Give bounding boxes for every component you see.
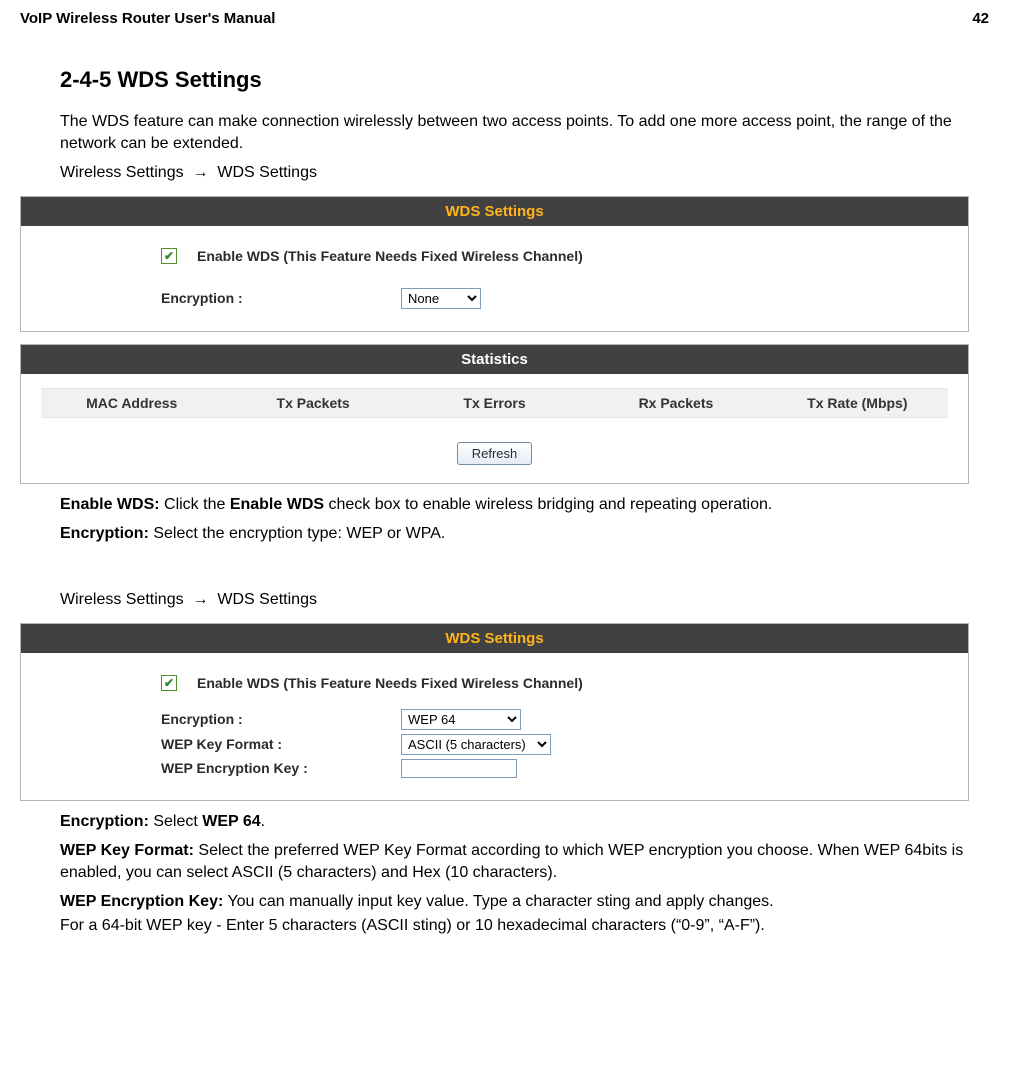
- col-tx-rate: Tx Rate (Mbps): [767, 388, 948, 418]
- statistics-title: Statistics: [21, 345, 968, 374]
- enable-wds-label: Enable WDS (This Feature Needs Fixed Wir…: [197, 248, 583, 264]
- refresh-button[interactable]: Refresh: [457, 442, 533, 465]
- breadcrumb2-suffix: WDS Settings: [217, 591, 317, 608]
- enable-wds-desc-t1: Click the: [160, 496, 230, 513]
- wds-settings-panel: WDS Settings ✔ Enable WDS (This Feature …: [20, 196, 969, 332]
- encryption-desc-2: Encryption: Select WEP 64.: [60, 811, 969, 833]
- enable-wds-desc: Enable WDS: Click the Enable WDS check b…: [60, 494, 969, 516]
- enc2-t1: Select: [149, 813, 202, 830]
- breadcrumb-suffix: WDS Settings: [217, 164, 317, 181]
- format-text: Select the preferred WEP Key Format acco…: [60, 842, 963, 881]
- wds-settings-title-2: WDS Settings: [21, 624, 968, 653]
- wds-settings-panel-2: WDS Settings ✔ Enable WDS (This Feature …: [20, 623, 969, 801]
- format-label: WEP Key Format:: [60, 842, 194, 859]
- key-text: You can manually input key value. Type a…: [223, 893, 773, 910]
- section-intro: The WDS feature can make connection wire…: [60, 111, 969, 154]
- wep-key-desc: WEP Encryption Key: You can manually inp…: [60, 891, 969, 913]
- encryption-desc: Encryption: Select the encryption type: …: [60, 523, 969, 545]
- manual-title: VoIP Wireless Router User's Manual: [20, 10, 275, 27]
- page-number: 42: [972, 10, 989, 27]
- wep-format-desc: WEP Key Format: Select the preferred WEP…: [60, 840, 969, 883]
- enc2-t2: .: [261, 813, 265, 830]
- wep-key-input[interactable]: [401, 759, 517, 778]
- enable-wds-label-2: Enable WDS (This Feature Needs Fixed Wir…: [197, 675, 583, 691]
- encryption-desc-label: Encryption:: [60, 525, 149, 542]
- col-tx-errors: Tx Errors: [404, 388, 585, 418]
- enable-wds-checkbox-2[interactable]: ✔: [161, 675, 177, 691]
- wep-key-last: For a 64-bit WEP key - Enter 5 character…: [60, 915, 969, 937]
- encryption-select-2[interactable]: WEP 64: [401, 709, 521, 730]
- breadcrumb2-arrow: →: [192, 591, 208, 608]
- encryption-label-2: Encryption :: [161, 711, 401, 727]
- enc2-bold: WEP 64: [202, 813, 260, 830]
- wds-settings-title: WDS Settings: [21, 197, 968, 226]
- enable-wds-checkbox[interactable]: ✔: [161, 248, 177, 264]
- stats-header-row: MAC Address Tx Packets Tx Errors Rx Pack…: [41, 388, 948, 418]
- col-mac: MAC Address: [41, 388, 222, 418]
- encryption-select[interactable]: None: [401, 288, 481, 309]
- enable-wds-desc-label: Enable WDS:: [60, 496, 160, 513]
- col-tx-packets: Tx Packets: [222, 388, 403, 418]
- breadcrumb-prefix: Wireless Settings: [60, 164, 184, 181]
- enc2-label: Encryption:: [60, 813, 149, 830]
- breadcrumb-arrow: →: [192, 164, 208, 181]
- enable-wds-desc-bold: Enable WDS: [230, 496, 324, 513]
- col-rx-packets: Rx Packets: [585, 388, 766, 418]
- enable-wds-desc-t2: check box to enable wireless bridging an…: [324, 496, 772, 513]
- check-icon: ✔: [164, 250, 174, 262]
- page-header: VoIP Wireless Router User's Manual 42: [20, 10, 989, 27]
- wep-key-label: WEP Encryption Key :: [161, 760, 401, 776]
- breadcrumb2-prefix: Wireless Settings: [60, 591, 184, 608]
- breadcrumb-2: Wireless Settings → WDS Settings: [60, 589, 969, 611]
- encryption-label: Encryption :: [161, 290, 401, 306]
- encryption-desc-text: Select the encryption type: WEP or WPA.: [149, 525, 445, 542]
- check-icon-2: ✔: [164, 677, 174, 689]
- key-label: WEP Encryption Key:: [60, 893, 223, 910]
- wep-format-label: WEP Key Format :: [161, 736, 401, 752]
- section-heading: 2-4-5 WDS Settings: [60, 67, 969, 93]
- wep-format-select[interactable]: ASCII (5 characters): [401, 734, 551, 755]
- breadcrumb: Wireless Settings → WDS Settings: [60, 162, 969, 184]
- statistics-panel: Statistics MAC Address Tx Packets Tx Err…: [20, 344, 969, 484]
